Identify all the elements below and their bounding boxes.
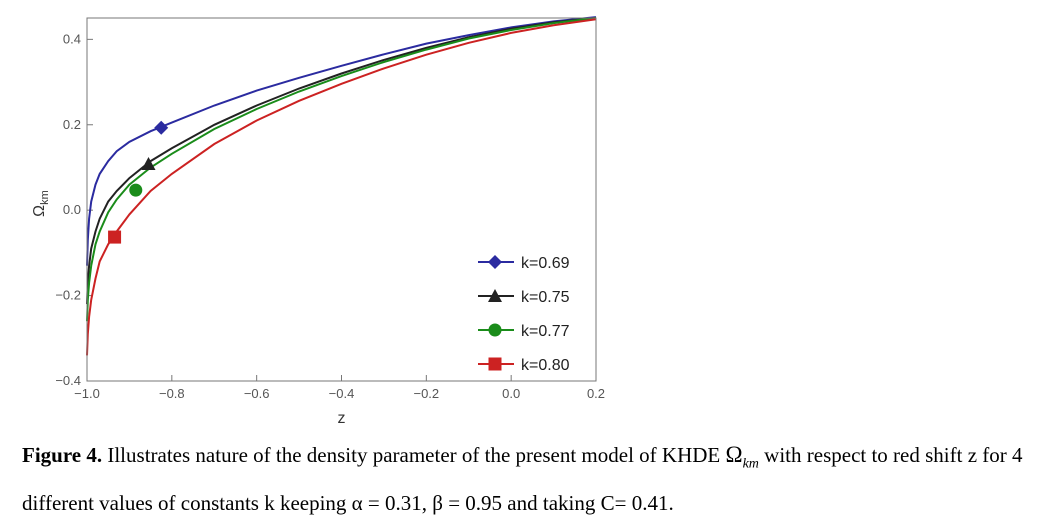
legend-marker-2: [488, 289, 502, 302]
y-axis-label-sub: km: [39, 190, 51, 205]
x-tick-label: −0.8: [159, 386, 185, 401]
y-tick-label: −0.2: [55, 288, 81, 303]
series-marker-4: [108, 230, 122, 244]
legend-label-3: k=0.77: [521, 323, 570, 340]
legend-marker-1: [488, 255, 502, 269]
caption-label: Figure 4.: [22, 443, 103, 467]
x-tick-label: −0.6: [244, 386, 270, 401]
y-tick-label: −0.4: [55, 373, 81, 388]
series-line-3: [86, 17, 597, 322]
series-marker-2: [141, 157, 156, 171]
x-tick-label: −0.2: [413, 386, 439, 401]
y-tick-label: 0.2: [63, 117, 81, 132]
x-axis-label: z: [338, 410, 346, 427]
caption-symbol: Ωkm: [725, 442, 759, 472]
svg-text:Ωkm: Ωkm: [31, 190, 51, 217]
legend-marker-4: [488, 357, 502, 371]
series-line-2: [86, 17, 597, 305]
legend: k=0.69 k=0.75 k=0.77 k=0.80: [478, 255, 570, 374]
y-axis-label-main: Ω: [31, 205, 48, 217]
y-tick-label: 0.0: [63, 202, 81, 217]
y-tick-label: 0.4: [63, 31, 81, 46]
series-marker-3: [129, 183, 143, 197]
caption-symbol-sub: km: [742, 456, 759, 472]
caption-text-2: with respect to red shift z for 4 differ…: [22, 443, 1023, 515]
figure-caption: Figure 4. Illustrates nature of the dens…: [22, 436, 1052, 522]
chart: −1.0 −0.8 −0.6 −0.4 −0.2 0.0 0.2 −0.4 −0.2 0.0 0.2…: [31, 16, 605, 427]
x-tick-label: −1.0: [74, 386, 100, 401]
plot-frame: [86, 17, 597, 382]
x-tick-label: 0.2: [587, 386, 605, 401]
legend-label-4: k=0.80: [521, 357, 570, 374]
legend-marker-3: [488, 323, 502, 337]
series-line-4: [86, 18, 597, 356]
markers: [108, 120, 169, 244]
series-line-1: [86, 16, 597, 266]
legend-label-2: k=0.75: [521, 289, 570, 306]
x-tick-label: −0.4: [329, 386, 355, 401]
curves: [86, 16, 597, 356]
legend-label-1: k=0.69: [521, 255, 570, 272]
caption-symbol-main: Ω: [725, 442, 743, 467]
series-marker-1: [154, 120, 169, 135]
caption-text-1: Illustrates nature of the density parame…: [102, 443, 726, 467]
y-axis-label: Ωkm: [31, 190, 51, 217]
x-tick-label: 0.0: [502, 386, 520, 401]
axis-ticks: −1.0 −0.8 −0.6 −0.4 −0.2 0.0 0.2 −0.4 −0.2 0.0 0.2…: [55, 31, 605, 401]
